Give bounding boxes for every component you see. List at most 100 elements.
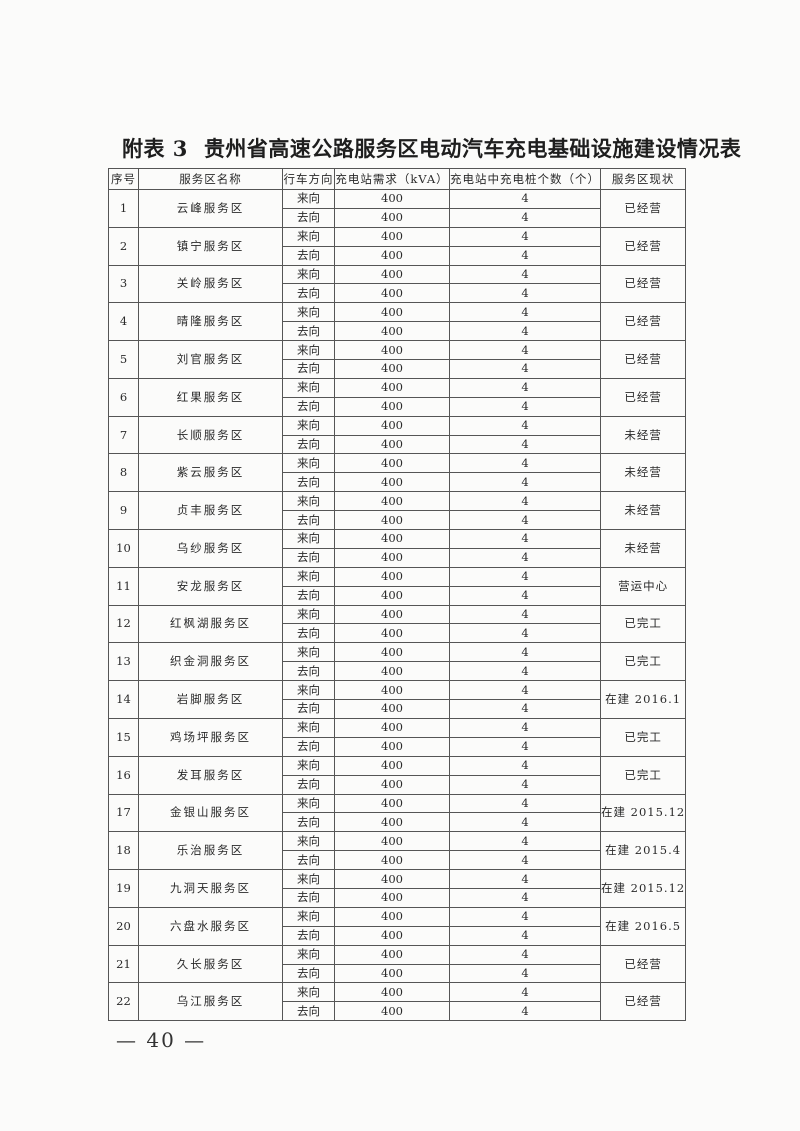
service-area-name: 镇宁服务区	[138, 226, 283, 266]
table-row: 8 紫云服务区 来向 400 4 未经营	[108, 453, 687, 493]
table-row: 5 刘官服务区 来向 400 4 已经营	[108, 340, 687, 379]
status: 营运中心	[599, 566, 687, 606]
status: 在建 2015.12	[599, 793, 687, 833]
direction: 去向	[282, 850, 335, 871]
pile-count: 4	[449, 226, 601, 247]
direction: 去向	[282, 661, 335, 682]
direction: 来向	[282, 944, 335, 965]
kva-demand: 400	[334, 982, 450, 1003]
table-title: 附表 3 贵州省高速公路服务区电动汽车充电基础设施建设情况表	[122, 133, 741, 163]
direction: 去向	[282, 963, 335, 984]
header-piles: 充电站中充电桩个数（个）	[449, 168, 601, 190]
row-number: 17	[108, 793, 139, 833]
header-status: 服务区现状	[599, 168, 687, 190]
table-row: 12 红枫湖服务区 来向 400 4 已完工	[108, 604, 687, 644]
table-row: 去向 400 4	[109, 925, 686, 946]
status: 已经营	[599, 226, 687, 266]
kva-demand: 400	[334, 944, 450, 965]
kva-demand: 400	[334, 396, 450, 417]
charging-facilities-table: 序号 服务区名称 行车方向 充电站需求（kVA） 充电站中充电桩个数（个） 服务…	[108, 168, 687, 1022]
service-area-name: 鸡场坪服务区	[138, 717, 283, 757]
status: 在建 2015.4	[599, 831, 687, 871]
direction: 去向	[282, 887, 335, 908]
status: 已完工	[599, 717, 687, 757]
pile-count: 4	[449, 812, 601, 833]
kva-demand: 400	[334, 359, 450, 379]
pile-count: 4	[449, 245, 601, 266]
direction: 去向	[282, 1001, 335, 1022]
direction: 去向	[282, 699, 335, 719]
direction: 来向	[282, 831, 335, 852]
direction: 来向	[282, 415, 335, 436]
service-area-name: 六盘水服务区	[138, 906, 283, 946]
pile-count: 4	[449, 982, 601, 1003]
pile-count: 4	[449, 434, 601, 455]
table-row: 去向 400 4	[109, 623, 686, 644]
row-number: 1	[108, 189, 139, 228]
kva-demand: 400	[334, 415, 450, 436]
status: 在建 2016.5	[599, 906, 687, 946]
service-area-name: 久长服务区	[138, 944, 283, 984]
table-row: 去向 400 4	[109, 887, 686, 908]
table-row: 去向 400 4	[109, 245, 686, 266]
header-kva: 充电站需求（kVA）	[334, 168, 450, 190]
pile-count: 4	[449, 755, 601, 776]
kva-demand: 400	[334, 453, 450, 474]
direction: 来向	[282, 717, 335, 738]
pile-count: 4	[449, 1001, 601, 1022]
table-row: 9 贞丰服务区 来向 400 4 未经营	[108, 491, 687, 531]
direction: 来向	[282, 604, 335, 625]
kva-demand: 400	[334, 831, 450, 852]
pile-count: 4	[449, 510, 601, 531]
status: 已经营	[599, 944, 687, 984]
direction: 来向	[282, 453, 335, 474]
pile-count: 4	[449, 566, 601, 587]
table-row: 去向 400 4	[109, 963, 686, 984]
kva-demand: 400	[334, 963, 450, 984]
direction: 去向	[282, 812, 335, 833]
table-row: 17 金银山服务区 来向 400 4 在建 2015.12	[108, 793, 687, 833]
direction: 来向	[282, 680, 335, 701]
pile-count: 4	[449, 359, 601, 379]
direction: 来向	[282, 566, 335, 587]
table-row: 去向 400 4	[109, 359, 686, 379]
status: 在建 2015.12	[599, 869, 687, 908]
status: 未经营	[599, 529, 687, 568]
kva-demand: 400	[334, 472, 450, 493]
kva-demand: 400	[334, 699, 450, 719]
table-row: 19 九洞天服务区 来向 400 4 在建 2015.12	[108, 869, 687, 908]
pile-count: 4	[449, 869, 601, 889]
row-number: 19	[108, 869, 139, 908]
row-number: 3	[108, 264, 139, 304]
pile-count: 4	[449, 906, 601, 927]
table-row: 14 岩脚服务区 来向 400 4 在建 2016.1	[108, 680, 687, 719]
pile-count: 4	[449, 340, 601, 361]
service-area-name: 红果服务区	[138, 377, 283, 417]
kva-demand: 400	[334, 189, 450, 209]
pile-count: 4	[449, 302, 601, 323]
kva-demand: 400	[334, 661, 450, 682]
pile-count: 4	[449, 604, 601, 625]
direction: 去向	[282, 774, 335, 795]
direction: 去向	[282, 623, 335, 644]
direction: 来向	[282, 226, 335, 247]
service-area-name: 乐治服务区	[138, 831, 283, 871]
pile-count: 4	[449, 623, 601, 644]
service-area-name: 贞丰服务区	[138, 491, 283, 531]
direction: 来向	[282, 491, 335, 512]
table-row: 去向 400 4	[109, 774, 686, 795]
table-row: 21 久长服务区 来向 400 4 已经营	[108, 944, 687, 984]
service-area-name: 织金洞服务区	[138, 642, 283, 682]
service-area-name: 乌纱服务区	[138, 529, 283, 568]
direction: 去向	[282, 321, 335, 342]
service-area-name: 长顺服务区	[138, 415, 283, 455]
status: 已经营	[599, 340, 687, 379]
pile-count: 4	[449, 793, 601, 814]
kva-demand: 400	[334, 226, 450, 247]
service-area-name: 金银山服务区	[138, 793, 283, 833]
status: 在建 2016.1	[599, 680, 687, 719]
service-area-name: 发耳服务区	[138, 755, 283, 795]
kva-demand: 400	[334, 491, 450, 512]
status: 已经营	[599, 189, 687, 228]
table-row: 去向 400 4	[109, 283, 686, 304]
